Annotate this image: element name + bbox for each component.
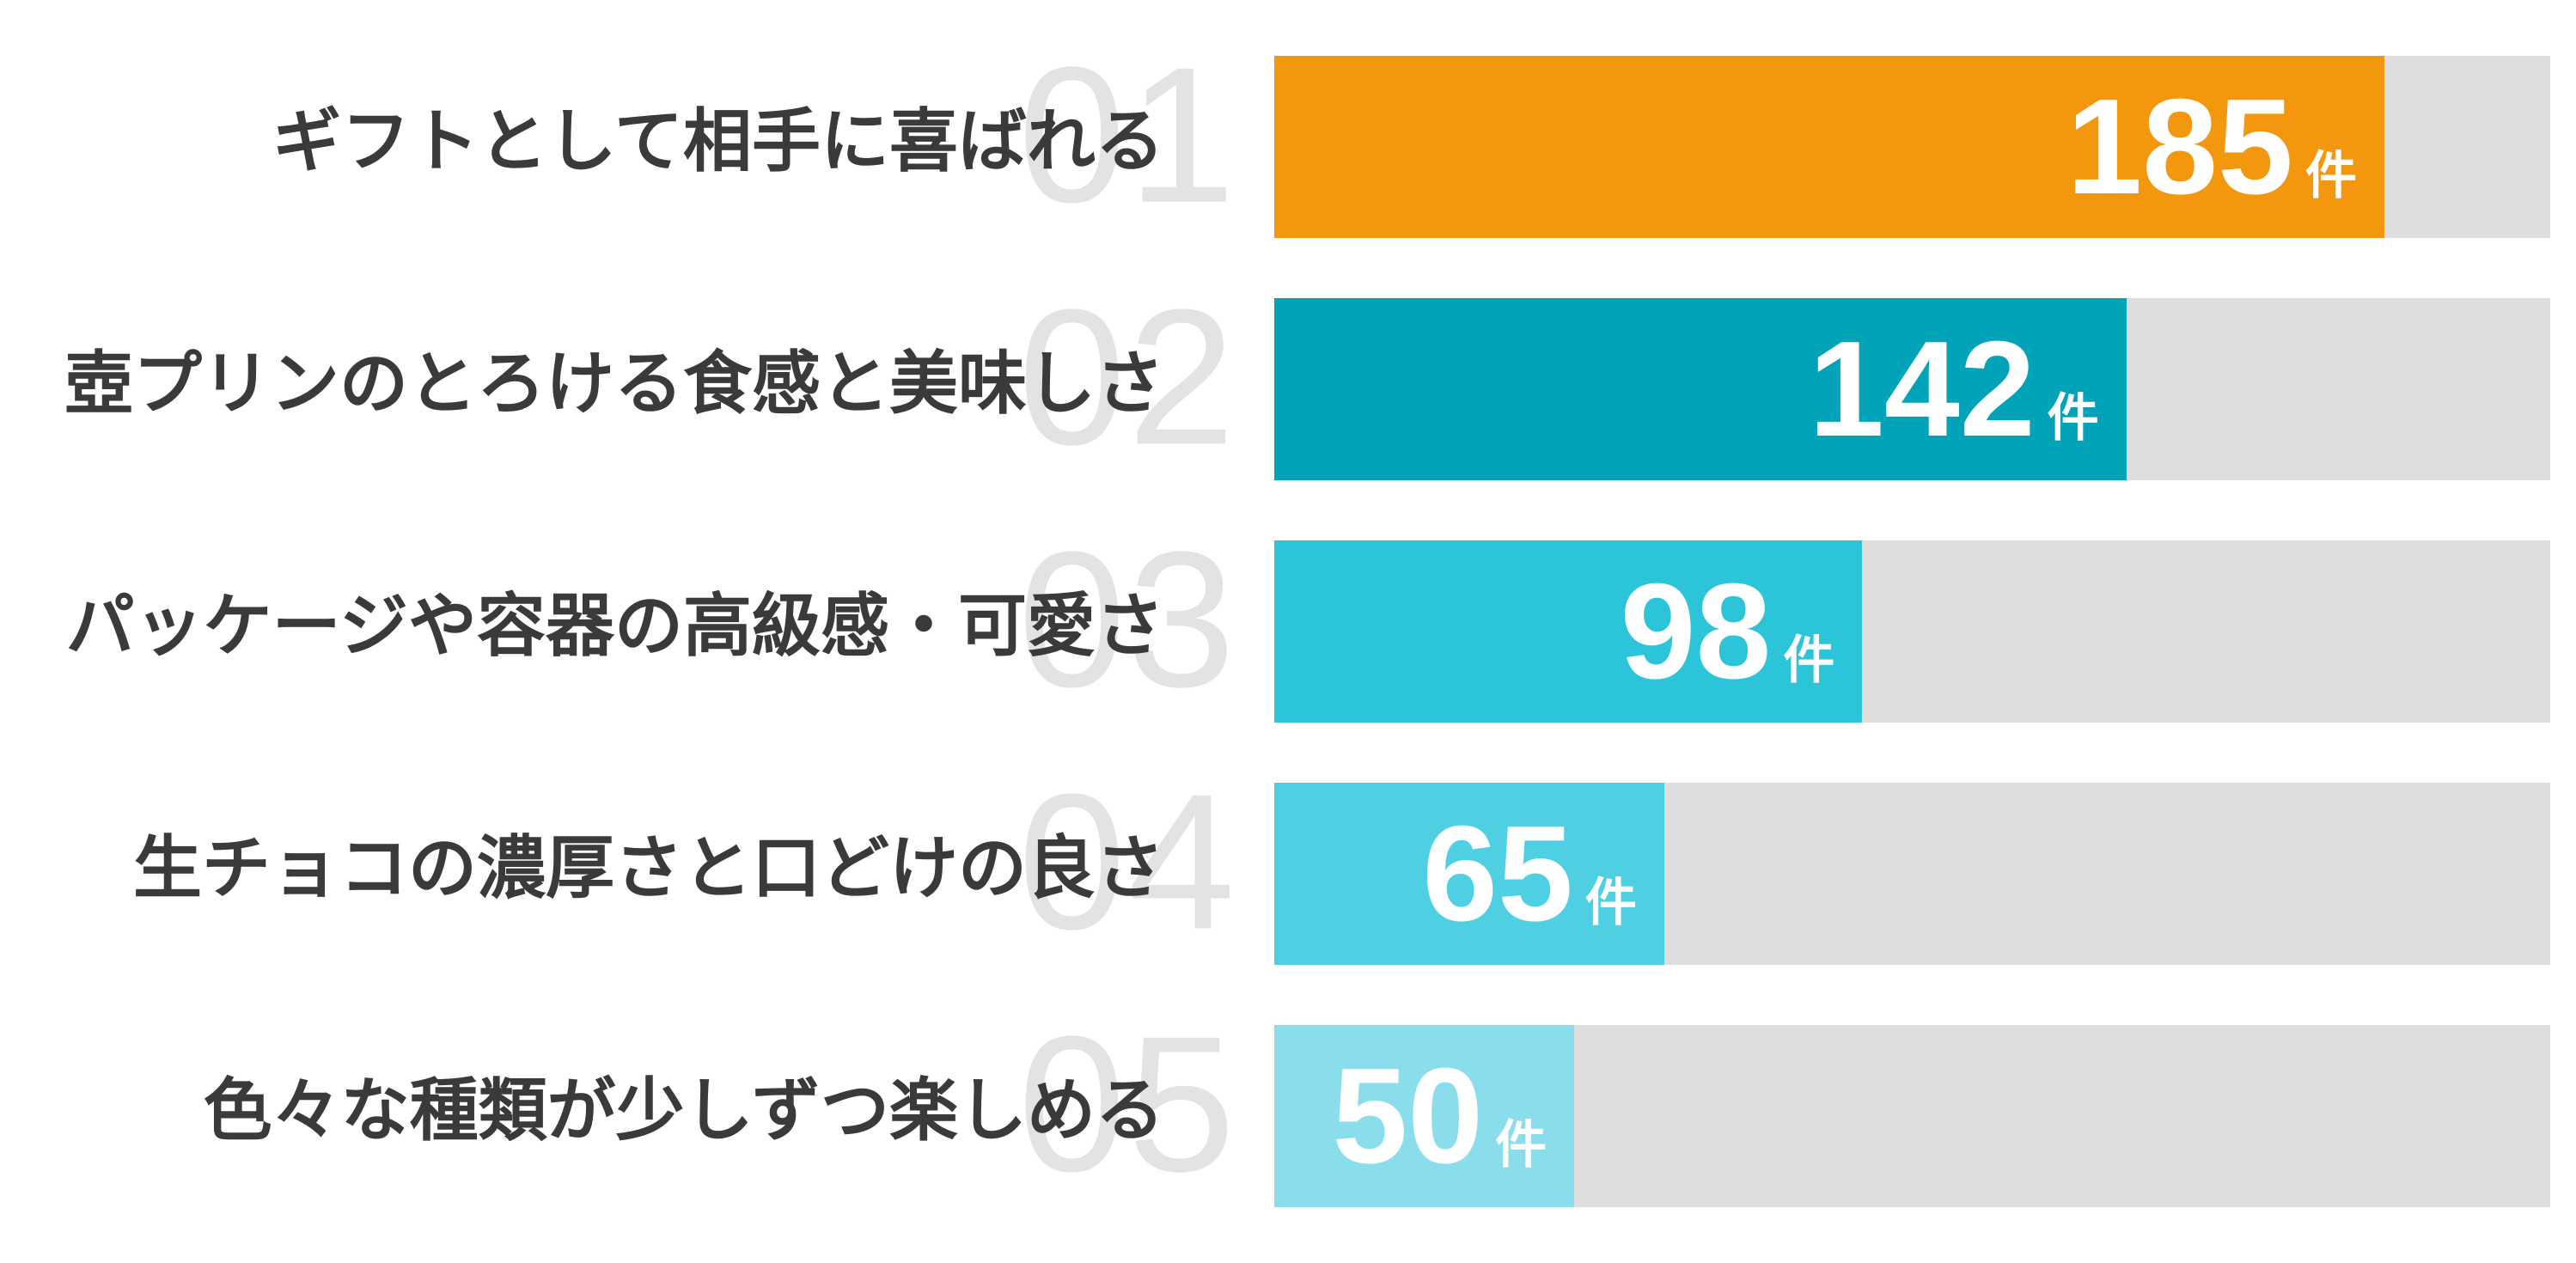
- bar-fill-4: 65 件: [1274, 783, 1664, 965]
- value-unit-5: 件: [1495, 1116, 1547, 1174]
- value-label-5: 50 件: [1332, 1048, 1574, 1184]
- chart-row-2: 02 壺プリンのとろける食感と美味しさ 142 件: [0, 280, 2576, 480]
- rank-number-5: 05: [1018, 995, 1237, 1212]
- category-label-1: ギフトとして相手に喜ばれる: [272, 103, 1164, 180]
- value-number-5: 50: [1332, 1040, 1484, 1192]
- rank-number-4: 04: [1018, 753, 1237, 970]
- value-unit-3: 件: [1783, 632, 1835, 689]
- bar-track-3: 98 件: [1274, 540, 2550, 723]
- chart-row-4: 04 生チョコの濃厚さと口どけの良さ 65 件: [0, 765, 2576, 965]
- bar-fill-5: 50 件: [1274, 1025, 1575, 1207]
- chart-row-5: 05 色々な種類が少しずつ楽しめる 50 件: [0, 1007, 2576, 1207]
- rank-number-3: 03: [1018, 510, 1237, 728]
- chart-row-1: 01 ギフトとして相手に喜ばれる 185 件: [0, 38, 2576, 238]
- value-label-3: 98 件: [1621, 564, 1863, 699]
- category-label-4: 生チョコの濃厚さと口どけの良さ: [133, 830, 1164, 906]
- value-number-3: 98: [1620, 556, 1772, 707]
- value-number-4: 65: [1422, 798, 1573, 949]
- category-label-2: 壺プリンのとろける食感と美味しさ: [64, 345, 1164, 422]
- value-unit-2: 件: [2047, 389, 2099, 447]
- bar-fill-2: 142 件: [1274, 298, 2127, 480]
- bar-fill-3: 98 件: [1274, 540, 1863, 723]
- value-label-1: 185 件: [2066, 79, 2384, 215]
- value-number-1: 185: [2066, 71, 2293, 223]
- value-unit-4: 件: [1584, 874, 1637, 931]
- category-label-3: パッケージや容器の高級感・可愛さ: [65, 588, 1164, 664]
- value-label-2: 142 件: [1809, 321, 2127, 457]
- value-label-4: 65 件: [1422, 806, 1664, 942]
- value-unit-1: 件: [2304, 147, 2357, 204]
- bar-track-2: 142 件: [1274, 298, 2550, 480]
- rank-number-1: 01: [1018, 26, 1237, 243]
- rank-number-2: 02: [1018, 268, 1237, 485]
- category-label-5: 色々な種類が少しずつ楽しめる: [203, 1072, 1164, 1149]
- chart-row-3: 03 パッケージや容器の高級感・可愛さ 98 件: [0, 522, 2576, 723]
- bar-track-4: 65 件: [1274, 783, 2550, 965]
- bar-track-5: 50 件: [1274, 1025, 2550, 1207]
- bar-track-1: 185 件: [1274, 56, 2550, 238]
- bar-fill-1: 185 件: [1274, 56, 2384, 238]
- value-number-2: 142: [1809, 314, 2036, 465]
